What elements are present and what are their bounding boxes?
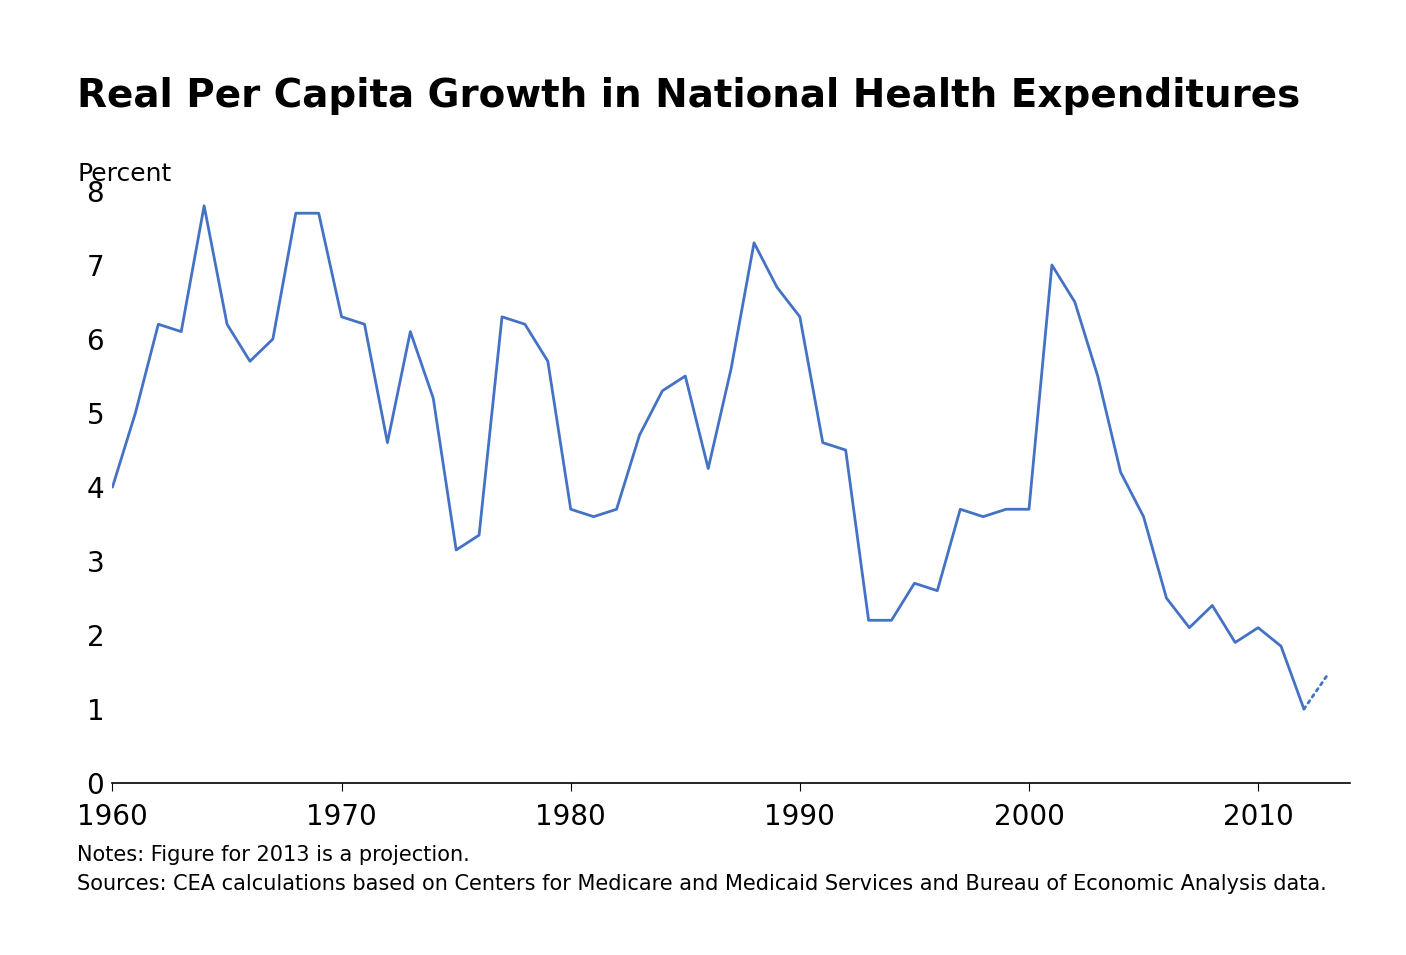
Text: Real Per Capita Growth in National Health Expenditures: Real Per Capita Growth in National Healt… [77,76,1301,115]
Text: Percent: Percent [77,162,172,186]
Text: Sources: CEA calculations based on Centers for Medicare and Medicaid Services an: Sources: CEA calculations based on Cente… [77,874,1327,894]
Text: Notes: Figure for 2013 is a projection.: Notes: Figure for 2013 is a projection. [77,845,470,865]
